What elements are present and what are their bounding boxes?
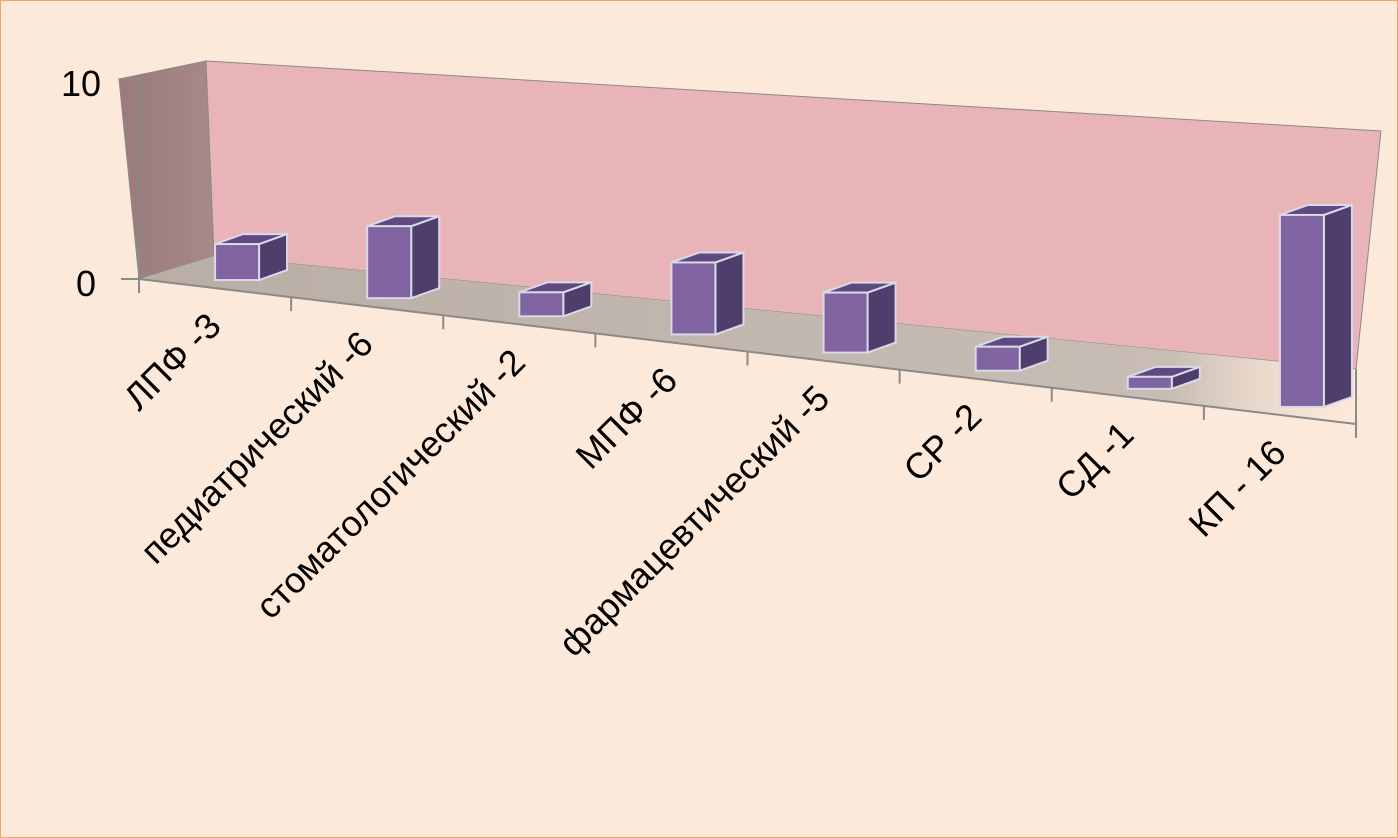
bar-6 (1126, 365, 1201, 391)
category-label-5: СР -2 (895, 395, 989, 489)
bar-front-3 (670, 261, 717, 336)
bar-side-3 (714, 251, 745, 336)
category-label-6: СД -1 (1048, 413, 1142, 507)
bar-side-4 (866, 281, 897, 354)
category-label-3: МПФ -6 (568, 359, 686, 477)
bar-0 (214, 232, 289, 282)
bar-front-5 (974, 345, 1021, 372)
bar-front-2 (518, 291, 565, 318)
bar-front-6 (1126, 375, 1173, 390)
bar-front-0 (214, 243, 261, 282)
y-tick-label-10: 10 (61, 63, 101, 104)
category-label-7: КП - 16 (1181, 432, 1294, 545)
bar-7 (1278, 203, 1353, 409)
bar-front-4 (822, 291, 869, 354)
chart-side-wall (118, 60, 215, 280)
bar-3 (670, 251, 745, 336)
bar-1 (366, 214, 441, 300)
bar-side-7 (1322, 203, 1353, 409)
bar-2 (518, 280, 593, 318)
x-axis-ticks (138, 279, 1357, 438)
y-tick-label-0: 0 (76, 263, 96, 304)
bar-front-7 (1278, 213, 1325, 408)
chart-floor (139, 256, 1356, 424)
bar-5 (974, 335, 1049, 373)
bar-series (214, 203, 1353, 409)
category-label-0: ЛПФ -3 (116, 305, 229, 418)
bar-side-1 (410, 214, 441, 300)
bar-front-1 (366, 225, 413, 300)
category-label-4: фармацевтический -5 (551, 377, 838, 664)
bar-4 (822, 281, 897, 354)
